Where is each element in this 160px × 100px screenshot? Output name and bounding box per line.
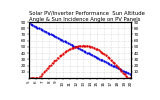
Text: Solar PV/Inverter Performance  Sun Altitude Angle & Sun Incidence Angle on PV Pa: Solar PV/Inverter Performance Sun Altitu… [29, 11, 145, 22]
